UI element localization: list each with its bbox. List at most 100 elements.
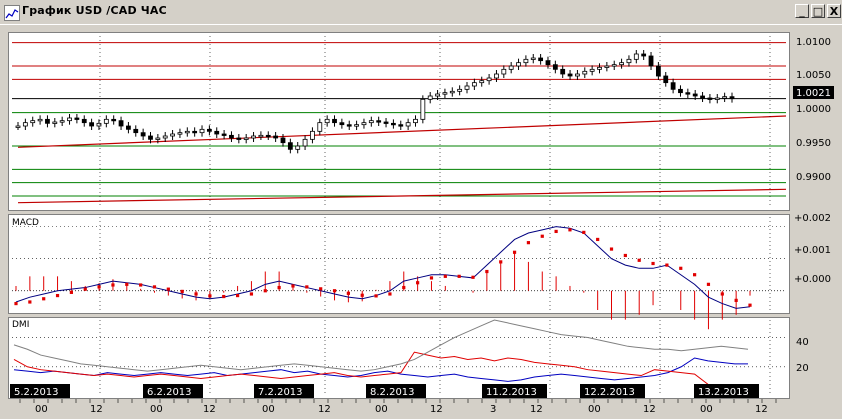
date-badge: [366, 384, 426, 398]
macd-signal-point: [208, 294, 212, 298]
candle-body: [383, 121, 389, 124]
hour-label: 12: [90, 404, 103, 415]
price-axis-labels: 1.0100 1.0050 1.0000 0.9950 0.9900: [796, 37, 831, 183]
hour-label: 12: [318, 404, 331, 415]
date-label: 7.2.2013: [258, 387, 303, 398]
minimize-button[interactable]: _: [795, 4, 809, 18]
candle-body: [648, 55, 654, 67]
date-label: 13.2.2013: [698, 387, 749, 398]
macd-signal-point: [332, 289, 337, 293]
macd-signal-point: [499, 260, 503, 264]
hour-label: 12: [530, 404, 543, 415]
date-badge: [10, 384, 70, 398]
candle-body: [229, 134, 234, 139]
chart-app-icon: [4, 5, 20, 21]
candle-body: [655, 65, 661, 77]
candle-body: [265, 134, 271, 138]
macd-chart: [12, 226, 786, 330]
candle-body: [302, 138, 308, 147]
maximize-button[interactable]: □: [811, 4, 825, 18]
macd-signal-point: [540, 234, 544, 238]
candle-body: [162, 135, 168, 139]
date-label: 5.2.2013: [14, 387, 59, 398]
macd-signal-point: [111, 283, 115, 287]
candle-body: [346, 124, 352, 127]
candle-body: [457, 88, 463, 92]
candle-body: [391, 122, 396, 126]
macd-signal-point: [69, 290, 73, 294]
macd-signal-point: [291, 284, 295, 288]
macd-panel[interactable]: [8, 214, 790, 314]
candle-body: [111, 118, 117, 122]
candle-body: [700, 95, 705, 99]
date-badge: [482, 384, 547, 398]
macd-signal-point: [249, 292, 254, 296]
macd-signal-point: [97, 285, 101, 289]
candle-body: [67, 117, 72, 122]
date-badge: [694, 384, 759, 398]
date-label: 12.2.2013: [584, 387, 635, 398]
candle-body: [155, 137, 161, 140]
candle-body: [133, 128, 139, 134]
price-tick-label: 0.9900: [796, 172, 831, 183]
candle-body: [243, 137, 249, 140]
hour-label: 00: [375, 404, 388, 415]
candle-body: [30, 120, 36, 124]
candle-body: [376, 120, 382, 123]
macd-signal-point: [443, 274, 447, 278]
hour-label: 00: [262, 404, 275, 415]
candle-body: [508, 65, 514, 70]
candle-body: [663, 75, 669, 84]
candle-body: [221, 133, 227, 136]
candle-body: [22, 122, 28, 127]
dmi-plus-line: [13, 357, 748, 382]
candle-body: [516, 62, 521, 67]
macd-signal-point: [568, 228, 572, 232]
hour-label: 3: [490, 404, 496, 415]
candle-body: [361, 122, 367, 126]
macd-line: [15, 226, 751, 309]
hour-label: 00: [35, 404, 48, 415]
trend-line: [17, 188, 787, 204]
candle-body: [199, 128, 205, 134]
close-button[interactable]: X: [827, 4, 841, 18]
macd-signal-point: [235, 293, 240, 298]
macd-signal-point: [526, 241, 531, 245]
candle-body: [126, 125, 131, 130]
time-axis: [19, 36, 777, 403]
macd-signal-point: [693, 273, 697, 277]
candle-body: [295, 145, 301, 150]
candle-body: [670, 82, 676, 90]
macd-tick-label: +0.001: [794, 245, 831, 256]
candle-body: [486, 77, 492, 82]
candle-body: [324, 118, 330, 124]
macd-signal-point: [554, 229, 558, 234]
macd-signal-point: [125, 282, 129, 286]
macd-signal-point: [139, 283, 143, 287]
macd-signal-point: [346, 291, 350, 295]
candle-body: [714, 97, 720, 100]
macd-signal-point: [457, 274, 461, 278]
macd-signal-point: [319, 287, 323, 291]
hour-label: 00: [150, 404, 163, 415]
macd-signal-point: [623, 253, 627, 258]
hour-label: 12: [755, 404, 768, 415]
candle-body: [170, 133, 175, 137]
candle-body: [545, 60, 551, 66]
macd-signal-point: [28, 300, 32, 304]
macd-signal-point: [360, 293, 364, 297]
macd-tick-label: +0.000: [794, 274, 831, 285]
candle-body: [611, 64, 617, 67]
macd-signal-point: [152, 285, 157, 289]
date-badge: [254, 384, 314, 398]
macd-signal-point: [305, 285, 309, 289]
candle-body: [118, 120, 124, 127]
candle-body: [37, 118, 43, 122]
candle-body: [530, 57, 536, 60]
candle-body: [442, 92, 448, 95]
dmi-tick-label: 40: [796, 337, 809, 348]
date-badge: [143, 384, 203, 398]
candle-body: [251, 135, 256, 139]
candle-body: [280, 137, 286, 144]
